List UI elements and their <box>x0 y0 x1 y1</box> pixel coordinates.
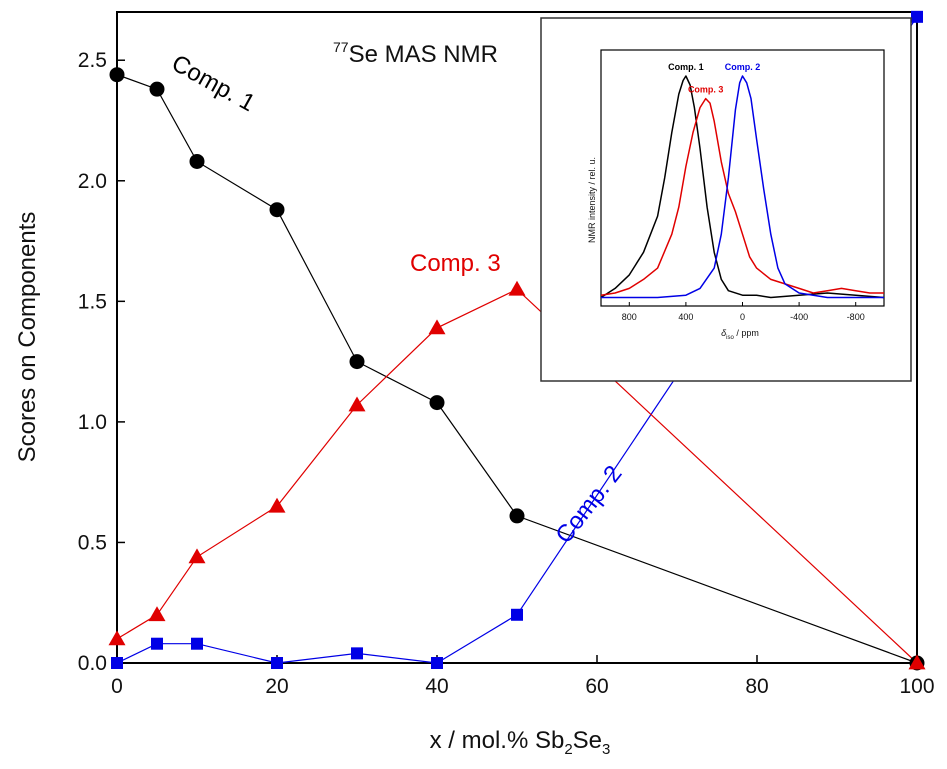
main-series-group <box>116 16 918 664</box>
x-axis-title-mid: Se <box>573 727 602 754</box>
marker-series-1-point-2 <box>189 153 205 169</box>
inset-series-line-3 <box>601 75 884 299</box>
main-axis-ticks: 0 20 40 60 80 100 0.0 0.5 1.0 1.5 2.0 2.5 <box>78 49 935 698</box>
x-tick-label-1: 20 <box>265 675 288 698</box>
inset-x-tick-label-2: 0 <box>740 312 745 322</box>
inset-x-tick-label-4: -800 <box>847 312 865 322</box>
series-line-3 <box>116 288 918 664</box>
main-plot-frame <box>116 11 918 664</box>
inset-x-axis-sub: iso <box>726 335 734 341</box>
x-tick-label-4: 80 <box>745 675 768 698</box>
inset-x-axis-title: δiso / ppm <box>721 328 759 341</box>
inset-peak-label-2: Comp. 3 <box>688 85 724 95</box>
x-axis-title-prefix: x / mol.% Sb <box>430 727 565 754</box>
marker-series-3-point-5 <box>428 319 446 335</box>
inset-x-axis-rest: / ppm <box>734 328 759 338</box>
marker-series-2-point-7 <box>911 10 923 23</box>
marker-series-3-point-4 <box>348 396 366 412</box>
marker-series-3-point-0 <box>108 630 126 646</box>
marker-series-1-point-3 <box>269 202 285 218</box>
marker-series-2-point-1 <box>151 637 163 650</box>
marker-series-3-point-2 <box>188 548 206 564</box>
marker-series-2-point-6 <box>511 608 523 621</box>
y-tick-label-3: 1.5 <box>78 290 107 313</box>
inset-axis-ticks: 800 400 0 -400 -800 <box>622 302 865 322</box>
x-tick-label-5: 100 <box>899 675 934 698</box>
marker-series-2-point-4 <box>351 647 363 660</box>
inset-x-tick-label-1: 400 <box>678 312 693 322</box>
marker-series-3-point-7 <box>908 654 926 670</box>
chart-title: 77Se MAS NMR <box>333 39 498 68</box>
inset-series-line-2 <box>600 97 884 296</box>
marker-series-1-point-0 <box>109 67 125 83</box>
inset-series-line-1 <box>600 75 885 299</box>
marker-series-3-point-6 <box>508 280 526 296</box>
inset-x-tick-label-3: -400 <box>790 312 808 322</box>
marker-series-3-point-1 <box>148 606 166 622</box>
y-tick-label-0: 0.0 <box>78 652 107 675</box>
x-axis-title-sub2: 3 <box>602 741 610 758</box>
series-line-1 <box>116 74 918 664</box>
inset-peak-label-1: Comp. 1 <box>668 62 704 72</box>
marker-series-2-point-2 <box>191 637 203 650</box>
y-tick-label-1: 0.5 <box>78 531 107 554</box>
x-tick-label-3: 60 <box>585 675 608 698</box>
marker-series-1-point-1 <box>149 81 165 97</box>
y-axis-title: Scores on Components <box>14 212 41 463</box>
marker-series-2-point-5 <box>431 657 443 669</box>
y-tick-label-5: 2.5 <box>78 49 107 72</box>
inset-chart: 800 400 0 -400 -800 Comp. 1 Comp. 3 Comp. 2 NM… <box>540 17 912 382</box>
inset-peak-label-3: Comp. 2 <box>725 62 761 72</box>
series-label-comp3: Comp. 3 <box>410 250 501 277</box>
x-tick-label-2: 40 <box>425 675 448 698</box>
series-line-2 <box>116 16 918 664</box>
main-markers-group <box>108 10 926 671</box>
inset-x-axis-symbol: δ <box>721 328 727 338</box>
marker-series-2-point-3 <box>271 657 283 669</box>
y-tick-label-4: 2.0 <box>78 170 107 193</box>
marker-series-3-point-3 <box>268 497 286 513</box>
chart-title-text: Se MAS NMR <box>349 41 498 68</box>
y-tick-label-2: 1.0 <box>78 411 107 434</box>
marker-series-2-point-0 <box>111 657 123 669</box>
x-tick-label-0: 0 <box>111 675 123 698</box>
x-axis-title: x / mol.% Sb2Se3 <box>430 727 611 758</box>
inset-series-group <box>600 75 885 299</box>
chart-title-superscript: 77 <box>333 39 349 55</box>
inset-x-tick-label-0: 800 <box>622 312 637 322</box>
inset-peak-labels: Comp. 1 Comp. 3 Comp. 2 <box>668 62 760 95</box>
x-axis-title-sub1: 2 <box>564 741 572 758</box>
marker-series-1-point-5 <box>429 395 445 411</box>
inset-y-axis-title: NMR intensity / rel. u. <box>587 157 597 243</box>
marker-series-1-point-4 <box>349 354 365 370</box>
marker-series-1-point-6 <box>509 508 525 524</box>
